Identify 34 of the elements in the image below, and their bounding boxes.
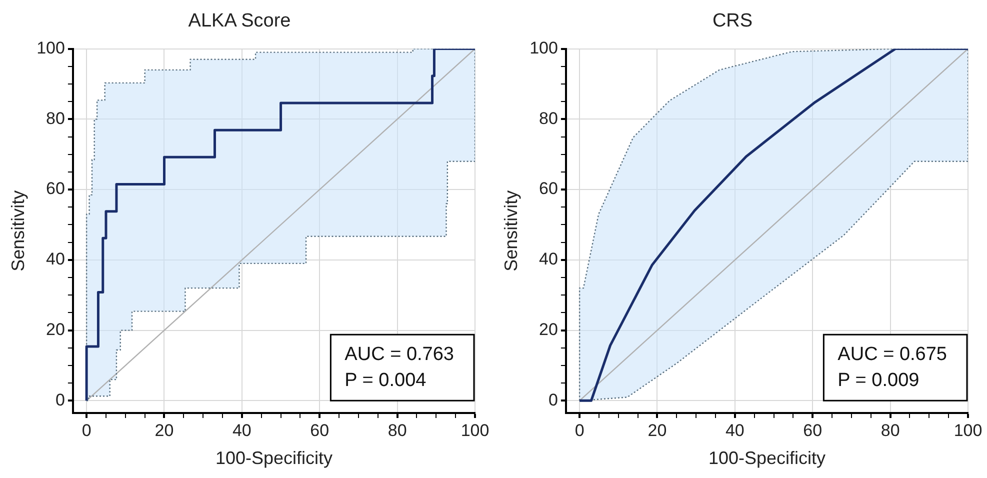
x-tick-label: 60 bbox=[310, 420, 330, 440]
annotation: AUC = 0.763 bbox=[344, 344, 454, 365]
x-tick-label: 20 bbox=[154, 420, 174, 440]
y-axis-title: Sensitivity bbox=[500, 190, 521, 272]
x-axis-title: 100-Specificity bbox=[215, 448, 333, 468]
y-tick-label: 60 bbox=[539, 179, 558, 198]
y-tick-label: 60 bbox=[46, 179, 65, 198]
y-tick-label: 20 bbox=[539, 320, 558, 339]
y-tick-label: 40 bbox=[539, 250, 558, 269]
x-tick-label: 0 bbox=[574, 420, 584, 440]
y-tick-label: 100 bbox=[36, 38, 65, 58]
x-tick-label: 0 bbox=[82, 420, 92, 440]
y-tick-label: 40 bbox=[46, 250, 65, 269]
annotation: P = 0.004 bbox=[344, 370, 427, 391]
x-tick-label: 20 bbox=[648, 420, 667, 440]
annotation: P = 0.009 bbox=[838, 370, 920, 391]
y-tick-label: 100 bbox=[530, 38, 558, 58]
y-tick-label: 0 bbox=[55, 390, 65, 410]
chart-title: ALKA Score bbox=[188, 10, 291, 32]
x-tick-label: 80 bbox=[388, 420, 407, 440]
y-tick-label: 20 bbox=[46, 320, 65, 339]
y-tick-label: 80 bbox=[539, 108, 558, 128]
x-tick-label: 100 bbox=[954, 420, 982, 440]
annotation: AUC = 0.675 bbox=[838, 344, 948, 365]
y-tick-label: 0 bbox=[548, 390, 558, 410]
x-tick-label: 100 bbox=[460, 420, 490, 440]
chart-title: CRS bbox=[712, 10, 753, 32]
x-axis-title: 100-Specificity bbox=[708, 448, 826, 468]
x-tick-label: 40 bbox=[725, 420, 744, 440]
y-axis-title: Sensitivity bbox=[8, 190, 28, 272]
x-tick-label: 60 bbox=[803, 420, 822, 440]
x-tick-label: 80 bbox=[880, 420, 900, 440]
x-tick-label: 40 bbox=[232, 420, 252, 440]
y-tick-label: 80 bbox=[46, 108, 65, 128]
